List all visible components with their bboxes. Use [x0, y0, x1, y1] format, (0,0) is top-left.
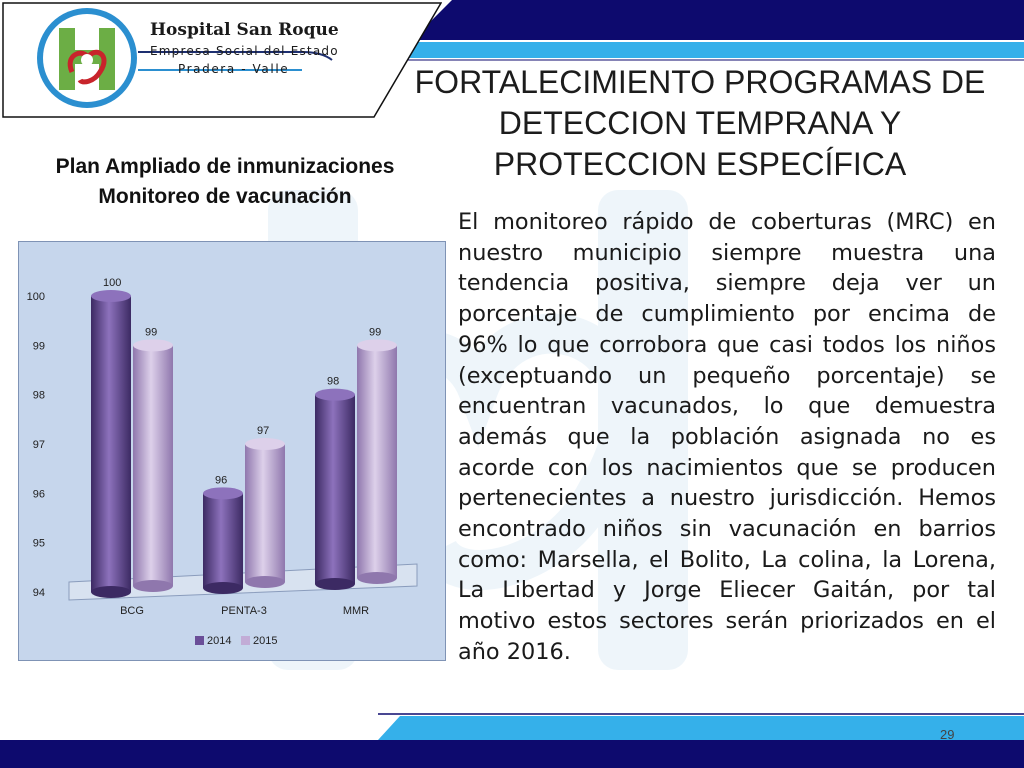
- section-title: Plan Ampliado de inmunizaciones Monitore…: [0, 152, 450, 212]
- logo-subtitle: Empresa Social del Estado: [150, 44, 339, 58]
- x-tick-label: PENTA-3: [221, 605, 267, 617]
- bar-cap: [357, 339, 397, 352]
- y-tick-label: 97: [33, 439, 45, 451]
- section-title-line: Monitoreo de vacunación: [98, 185, 352, 208]
- bar: [245, 444, 285, 582]
- bar-base: [315, 578, 355, 590]
- bar: [357, 345, 397, 578]
- bar-cap: [91, 290, 131, 302]
- slide-title-line: DETECCION TEMPRANA Y: [498, 105, 902, 141]
- page-number: 29: [940, 727, 955, 742]
- y-tick-label: 94: [33, 587, 45, 599]
- logo-box: [2, 2, 442, 118]
- x-tick-label: BCG: [120, 605, 144, 617]
- data-label: 98: [327, 376, 339, 388]
- bar-base: [203, 582, 243, 594]
- slide-title-line: PROTECCION ESPECÍFICA: [493, 146, 907, 182]
- logo-hospital-name: Hospital San Roque: [150, 20, 339, 40]
- vaccination-chart: 94 95 96 97 98 99 100 100 99 BCG 96 97 PENTA-3 98 99 MM…: [18, 241, 446, 661]
- legend-label: 2014: [207, 635, 231, 647]
- data-label: 99: [369, 326, 381, 338]
- body-paragraph: El monitoreo rápido de coberturas (MRC) …: [458, 209, 996, 665]
- header-band: [392, 0, 1024, 61]
- y-tick-label: 95: [33, 538, 45, 550]
- legend-swatch: [241, 636, 250, 645]
- legend-label: 2015: [253, 635, 277, 647]
- y-tick-label: 98: [33, 390, 45, 402]
- y-tick-label: 96: [33, 488, 45, 500]
- bar: [203, 493, 243, 588]
- bar-base: [91, 586, 131, 598]
- legend-swatch: [195, 636, 204, 645]
- data-label: 100: [103, 277, 121, 289]
- slide-title-line: FORTALECIMIENTO PROGRAMAS DE: [414, 64, 986, 100]
- logo-location: Pradera - Valle: [178, 62, 290, 76]
- bar-cap: [245, 438, 285, 450]
- data-label: 97: [257, 425, 269, 437]
- y-tick-label: 99: [33, 340, 45, 352]
- bar-cap: [133, 339, 173, 352]
- bar: [133, 345, 173, 586]
- data-label: 96: [215, 474, 227, 486]
- bar-base: [245, 576, 285, 588]
- slide-title: FORTALECIMIENTO PROGRAMAS DE DETECCION T…: [398, 62, 1002, 185]
- y-tick-label: 100: [27, 291, 45, 303]
- bar-cap: [203, 487, 243, 500]
- bar-cap: [315, 388, 355, 401]
- bar: [91, 296, 131, 592]
- bar-base: [357, 572, 397, 584]
- footer-band: [0, 713, 1024, 768]
- x-tick-label: MMR: [343, 605, 369, 617]
- chart-canvas: 94 95 96 97 98 99 100 100 99 BCG 96 97 PENTA-3 98 99 MM…: [27, 277, 418, 647]
- bar: [315, 394, 355, 584]
- bar-base: [133, 580, 173, 592]
- hospital-logo-icon: [37, 8, 137, 108]
- section-title-line: Plan Ampliado de inmunizaciones: [55, 155, 395, 178]
- data-label: 99: [145, 326, 157, 338]
